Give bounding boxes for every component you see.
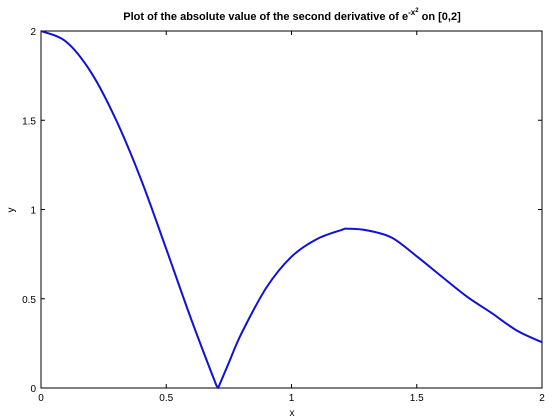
y-tick-label: 0 [30,384,36,395]
y-tick-label: 2 [30,27,36,38]
y-tick-label: 0.5 [22,295,36,306]
title-suffix: on [0,2] [419,11,462,23]
x-tick-label: 1.5 [410,393,424,404]
y-axis-ticks: 0 0.5 1 1.5 2 [22,27,542,395]
x-tick-label: 1 [289,393,295,404]
title-prefix: Plot of the absolute value of the second… [123,11,408,23]
plot-frame [40,30,543,389]
x-tick-label: 2 [539,393,545,404]
x-axis-label: x [290,408,295,419]
title-exponent: -x [408,8,416,17]
y-tick-label: 1.5 [22,116,36,127]
title-exponent-power: 2 [415,8,419,14]
y-tick-label: 1 [30,206,36,217]
y-axis-label: y [6,208,17,213]
series-group [40,30,543,389]
series-line [40,30,543,389]
x-tick-label: 0 [38,393,44,404]
chart-title: Plot of the absolute value of the second… [123,8,461,23]
x-axis-ticks: 0 0.5 1 1.5 2 [38,31,545,404]
x-tick-label: 0.5 [159,393,173,404]
